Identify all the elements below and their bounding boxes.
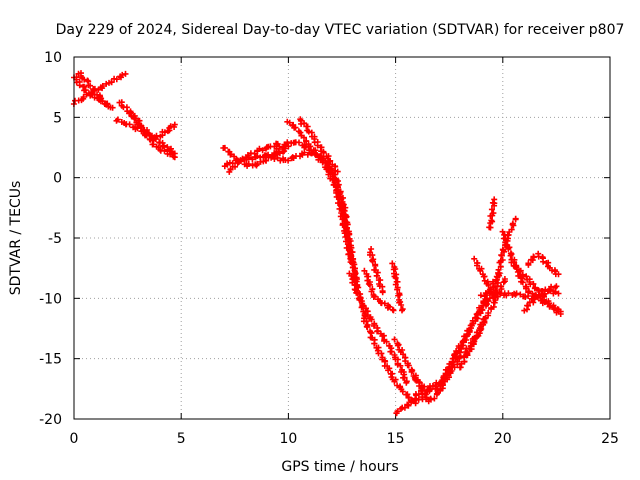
data-point-markers	[346, 270, 410, 386]
y-tick-label: -5	[48, 231, 62, 247]
data-point-markers	[434, 295, 493, 393]
series-track-16	[361, 267, 397, 314]
data-point-markers	[226, 140, 281, 175]
data-point-markers	[75, 70, 112, 110]
series-track-30	[521, 283, 560, 314]
series-track-9	[226, 140, 281, 175]
series-track-25	[486, 196, 498, 231]
data-point-markers	[284, 118, 355, 266]
series-track-14	[346, 270, 410, 386]
data-points	[70, 70, 564, 417]
series-track-13	[297, 116, 341, 175]
plot-frame	[73, 56, 611, 420]
x-tick-label: 10	[279, 431, 297, 447]
chart-title: Day 229 of 2024, Sidereal Day-to-day VTE…	[56, 22, 625, 38]
series-track-18	[389, 260, 406, 314]
data-point-markers	[457, 276, 508, 371]
y-tick-label: -10	[39, 291, 62, 307]
series-track-17	[367, 246, 386, 296]
series-track-29	[508, 256, 564, 315]
x-tick-label: 20	[494, 431, 512, 447]
series-track-6	[126, 110, 178, 161]
data-point-markers	[297, 116, 341, 175]
y-tick-label: 10	[44, 50, 62, 66]
data-point-markers	[389, 260, 406, 314]
data-point-markers	[508, 256, 564, 315]
data-point-markers	[486, 196, 498, 231]
series-track-12	[284, 118, 355, 266]
x-axis-label: GPS time / hours	[281, 459, 398, 475]
x-tick-label: 5	[177, 431, 186, 447]
x-tick-label: 15	[387, 431, 405, 447]
y-tick-label: 0	[53, 171, 62, 187]
data-point-markers	[525, 250, 562, 278]
data-point-markers	[521, 283, 560, 314]
series-track-31	[525, 250, 562, 278]
data-point-markers	[367, 246, 386, 296]
tick-labels: 0 5 10 15 20 25 10 5 0 -5 -10 -15 -20	[39, 50, 619, 447]
y-tick-label: -15	[39, 352, 62, 368]
data-point-markers	[361, 267, 397, 314]
data-point-markers	[126, 110, 178, 161]
series-track-3	[75, 70, 112, 110]
x-tick-label: 0	[70, 431, 79, 447]
y-axis-label: SDTVAR / TECUs	[8, 181, 24, 296]
y-tick-label: 5	[53, 110, 62, 126]
y-tick-label: -20	[39, 412, 62, 428]
series-track-23	[457, 276, 508, 371]
x-tick-label: 25	[601, 431, 619, 447]
series-track-22	[434, 295, 493, 393]
